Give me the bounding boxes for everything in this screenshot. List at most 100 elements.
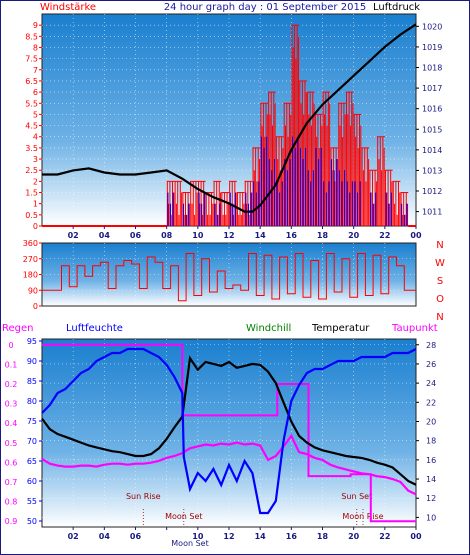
time-tick-label: 14 — [255, 532, 267, 541]
bottom-moon-set-label: Moon Set — [171, 539, 208, 548]
rain-tick-label: 0 — [8, 341, 13, 350]
compass-label: W — [435, 258, 445, 269]
time-tick-label: 18 — [317, 532, 329, 541]
time-tick-label: 08 — [161, 231, 173, 240]
time-tick-label: 12 — [223, 231, 234, 240]
rain-legend: Regen — [2, 323, 34, 334]
wind-tick-label: 5.5 — [25, 99, 38, 108]
wind-tick-label: 6.5 — [25, 77, 38, 86]
wind-tick-label: 1 — [33, 200, 38, 209]
pressure-axis-ticks: 1011 1012 1013 1014 1015 1016 1017 1018 1019 1020 — [416, 22, 442, 217]
wind-tick-label: 7.5 — [25, 55, 38, 64]
time-tick-label: 00 — [410, 532, 422, 541]
humidity-axis-ticks: 50 55 60 65 70 75 80 85 90 95 — [27, 337, 42, 526]
time-tick-label: 10 — [192, 532, 204, 541]
time-tick-label: 12 — [223, 532, 234, 541]
temperature-humidity-panel: Sun Rise Moon Set Sun Set Moon Rise 0 0.1 0.2… — [2, 323, 438, 548]
wind-tick-label: 2 — [33, 177, 38, 186]
temperature-tick-label: 16 — [426, 456, 436, 465]
wind-bars — [42, 24, 416, 227]
time-tick-label: 06 — [130, 231, 142, 240]
humidity-tick-label: 70 — [27, 437, 37, 446]
temperature-tick-label: 10 — [426, 513, 436, 522]
humidity-tick-label: 50 — [27, 517, 37, 526]
temperature-tick-label: 28 — [426, 341, 436, 350]
humidity-tick-label: 80 — [27, 397, 37, 406]
humidity-tick-label: 65 — [27, 457, 37, 466]
compass-label: N — [436, 240, 443, 251]
wind-tick-label: 6 — [33, 88, 38, 97]
time-tick-label: 10 — [192, 231, 204, 240]
wind-tick-label: 4 — [33, 133, 38, 142]
pressure-tick-label: 1012 — [422, 187, 442, 196]
rain-tick-label: 0.8 — [5, 498, 18, 507]
time-tick-label: 20 — [348, 231, 360, 240]
wind-tick-label: 9 — [33, 21, 38, 30]
time-tick-label: 04 — [99, 231, 111, 240]
temperature-tick-label: 24 — [426, 379, 436, 388]
dewpoint-legend: Taupunkt — [391, 323, 438, 334]
rain-tick-label: 0.9 — [5, 517, 18, 526]
temperature-line — [41, 355, 417, 486]
time-tick-label: 06 — [130, 532, 142, 541]
rain-tick-label: 0.4 — [5, 419, 18, 428]
wind-axis-ticks: 0 0.5 1 1.5 2 2.5 3 3.5 4 4.5 5 5.5 6 6.5 7 7.5 8 8.5 9 — [25, 21, 42, 231]
rain-axis-ticks: 0 0.1 0.2 0.3 0.4 0.5 0.6 0.7 0.8 0.9 — [5, 341, 18, 526]
humidity-legend: Luftfeuchte — [66, 323, 123, 334]
wind-tick-label: 8 — [33, 43, 38, 52]
temperature-legend: Temperatur — [311, 323, 370, 334]
humidity-tick-label: 85 — [27, 377, 37, 386]
event-label: Moon Rise — [342, 512, 383, 521]
event-label: Moon Set — [165, 512, 202, 521]
chart-title: 24 hour graph day : 01 September 2015 — [164, 2, 366, 13]
compass-label: O — [436, 294, 444, 305]
temperature-panel-grid — [42, 339, 416, 527]
rain-tick-label: 0.1 — [5, 360, 18, 369]
wind-tick-label: 3 — [33, 155, 38, 164]
wind-tick-label: 3.5 — [25, 144, 38, 153]
time-axis-ticks-top: 02 04 06 08 10 12 14 16 18 20 22 00 — [68, 226, 422, 240]
rain-tick-label: 0.3 — [5, 400, 18, 409]
pressure-tick-label: 1020 — [422, 22, 442, 31]
time-tick-label: 04 — [99, 532, 111, 541]
rain-tick-label: 0.5 — [5, 439, 18, 448]
rain-tick-label: 0.7 — [5, 478, 18, 487]
time-tick-label: 00 — [410, 231, 422, 240]
humidity-tick-label: 55 — [27, 497, 37, 506]
pressure-tick-label: 1011 — [422, 208, 442, 217]
time-tick-label: 14 — [255, 231, 267, 240]
pressure-tick-label: 1017 — [422, 84, 442, 93]
wind-tick-label: 2.5 — [25, 166, 38, 175]
humidity-tick-label: 60 — [27, 477, 37, 486]
wind-tick-label: 0 — [33, 222, 38, 231]
wind-tick-label: 5 — [33, 110, 38, 119]
time-tick-label: 22 — [379, 532, 390, 541]
temperature-tick-label: 26 — [426, 360, 436, 369]
pressure-tick-label: 1019 — [422, 43, 442, 52]
direction-tick-label: 270 — [23, 255, 38, 264]
gust-bars — [167, 136, 408, 226]
pressure-axis-title: Luftdruck — [373, 2, 420, 13]
wind-tick-label: 7 — [33, 66, 38, 75]
astronomy-events: Sun Rise Moon Set Sun Set Moon Rise — [126, 492, 384, 527]
wind-direction-line — [42, 253, 416, 302]
wind-pressure-panel: 0 0.5 1 1.5 2 2.5 3 3.5 4 4.5 5 5.5 6 6.5 7 7.5 8 8.5 9 10… — [25, 2, 442, 240]
time-tick-label: 20 — [348, 532, 360, 541]
time-tick-label: 16 — [286, 532, 298, 541]
wind-tick-label: 8.5 — [25, 32, 38, 41]
time-tick-label: 02 — [68, 231, 79, 240]
pressure-tick-label: 1018 — [422, 64, 442, 73]
wind-tick-label: 0.5 — [25, 211, 38, 220]
time-tick-label: 02 — [68, 532, 79, 541]
direction-tick-label: 360 — [23, 239, 38, 248]
rain-tick-label: 0.6 — [5, 458, 18, 467]
wind-tick-label: 4.5 — [25, 122, 38, 131]
time-tick-label: 22 — [379, 231, 390, 240]
humidity-tick-label: 95 — [27, 337, 37, 346]
direction-axis-ticks: 0 90 180 270 360 — [23, 239, 42, 311]
compass-label: N — [436, 312, 443, 323]
temperature-tick-label: 12 — [426, 494, 436, 503]
pressure-tick-label: 1016 — [422, 105, 442, 114]
rain-tick-label: 0.2 — [5, 380, 18, 389]
